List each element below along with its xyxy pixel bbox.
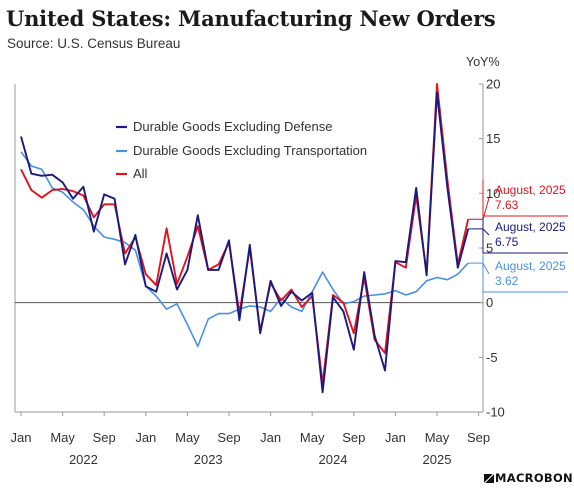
chart-title: United States: Manufacturing New Orders <box>6 6 496 31</box>
x-tick-label: May <box>425 430 450 445</box>
end-label-connector <box>468 262 490 275</box>
y-tick-label: 15 <box>486 131 500 146</box>
end-label-date: August, 2025 <box>495 183 566 197</box>
y-tick-label: 10 <box>486 186 500 201</box>
series-line-ex-defense <box>20 91 470 394</box>
y-tick-label: 20 <box>486 77 500 92</box>
legend-label: Durable Goods Excluding Transportation <box>133 143 367 158</box>
brand-logo: MACROBOND <box>484 471 574 485</box>
x-tick-label: Jan <box>385 430 406 445</box>
x-tick-label: Jan <box>135 430 156 445</box>
y-tick-label: -10 <box>486 405 505 420</box>
x-year-label: 2024 <box>319 452 348 467</box>
x-tick-label: Sep <box>93 430 116 445</box>
x-tick-label: May <box>175 430 200 445</box>
x-year-label: 2022 <box>69 452 98 467</box>
end-label-date: August, 2025 <box>495 220 566 234</box>
x-tick-label: May <box>300 430 325 445</box>
x-tick-label: Sep <box>217 430 240 445</box>
brand-mark-icon <box>484 474 494 483</box>
y-tick-label: 0 <box>486 295 493 310</box>
series-line-ex-transportation <box>20 151 469 348</box>
legend-label: All <box>133 166 148 181</box>
end-label-date: August, 2025 <box>495 259 566 273</box>
x-tick-label: Jan <box>11 430 32 445</box>
x-tick-label: Sep <box>342 430 365 445</box>
end-label-value: 6.75 <box>495 235 519 249</box>
chart-source: Source: U.S. Census Bureau <box>7 36 181 51</box>
legend-label: Durable Goods Excluding Defense <box>133 119 332 134</box>
end-label-value: 7.63 <box>495 198 519 212</box>
end-label-value: 3.62 <box>495 274 519 288</box>
end-label-connector <box>468 228 490 236</box>
y-axis-unit-label: YoY% <box>466 55 500 69</box>
x-year-label: 2025 <box>423 452 452 467</box>
y-tick-label: -5 <box>486 350 498 365</box>
x-tick-label: Sep <box>467 430 490 445</box>
x-year-label: 2023 <box>194 452 223 467</box>
brand-name: MACROBOND <box>495 471 574 485</box>
x-tick-label: May <box>50 430 75 445</box>
y-tick-label: 5 <box>486 241 493 256</box>
x-tick-label: Jan <box>260 430 281 445</box>
